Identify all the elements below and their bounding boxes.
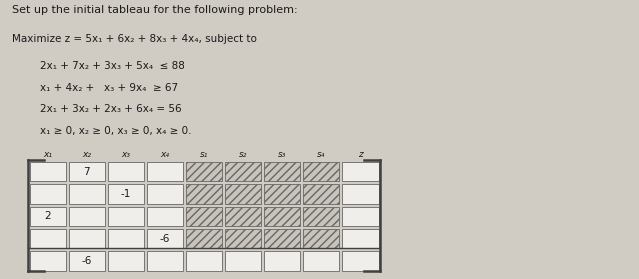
Bar [343,206,378,226]
Bar [68,184,105,204]
Bar [225,206,261,226]
Text: s₂: s₂ [239,150,247,160]
Text: x₁ ≥ 0, x₂ ≥ 0, x₃ ≥ 0, x₄ ≥ 0.: x₁ ≥ 0, x₂ ≥ 0, x₃ ≥ 0, x₄ ≥ 0. [40,126,191,136]
Bar [68,206,105,226]
Bar [343,229,378,248]
Text: 2: 2 [44,211,51,221]
Bar [68,229,105,248]
Text: Maximize z = 5x₁ + 6x₂ + 8x₃ + 4x₄, subject to: Maximize z = 5x₁ + 6x₂ + 8x₃ + 4x₄, subj… [12,34,257,44]
Text: x₁: x₁ [43,150,52,160]
Bar [147,206,183,226]
Bar [186,162,222,181]
Bar [264,229,300,248]
Text: s₁: s₁ [200,150,208,160]
Text: z: z [358,150,363,160]
Bar [343,184,378,204]
Bar [29,184,66,204]
Bar [108,206,144,226]
Bar [186,229,222,248]
Text: x₄: x₄ [160,150,169,160]
Bar [264,251,300,271]
Bar [264,162,300,181]
Bar [304,162,339,181]
Text: x₃: x₃ [121,150,130,160]
Bar [29,251,66,271]
Text: -6: -6 [82,256,92,266]
Bar [108,184,144,204]
Bar [186,206,222,226]
Bar [264,206,300,226]
Bar [225,184,261,204]
Text: -6: -6 [160,234,170,244]
Bar [29,206,66,226]
Bar [186,251,222,271]
Bar [147,251,183,271]
Bar [147,229,183,248]
Bar [108,229,144,248]
Bar [343,162,378,181]
Bar [343,251,378,271]
Text: 2x₁ + 3x₂ + 2x₃ + 6x₄ = 56: 2x₁ + 3x₂ + 2x₃ + 6x₄ = 56 [40,104,181,114]
Bar [147,162,183,181]
Text: s₃: s₃ [278,150,286,160]
Bar [304,184,339,204]
Bar [304,229,339,248]
Bar [225,251,261,271]
Text: x₂: x₂ [82,150,91,160]
Bar [264,184,300,204]
Text: 7: 7 [83,167,90,177]
Bar [225,162,261,181]
Bar [29,229,66,248]
Bar [225,229,261,248]
Bar [68,162,105,181]
Text: Set up the initial tableau for the following problem:: Set up the initial tableau for the follo… [12,4,298,15]
Bar [108,251,144,271]
Bar [186,184,222,204]
Bar [304,206,339,226]
Text: x₁ + 4x₂ +   x₃ + 9x₄  ≥ 67: x₁ + 4x₂ + x₃ + 9x₄ ≥ 67 [40,83,178,93]
Text: -1: -1 [121,189,131,199]
Bar [304,251,339,271]
Bar [68,251,105,271]
Text: s₄: s₄ [317,150,325,160]
Bar [108,162,144,181]
Bar [147,184,183,204]
Text: 2x₁ + 7x₂ + 3x₃ + 5x₄  ≤ 88: 2x₁ + 7x₂ + 3x₃ + 5x₄ ≤ 88 [40,61,185,71]
Bar [29,162,66,181]
